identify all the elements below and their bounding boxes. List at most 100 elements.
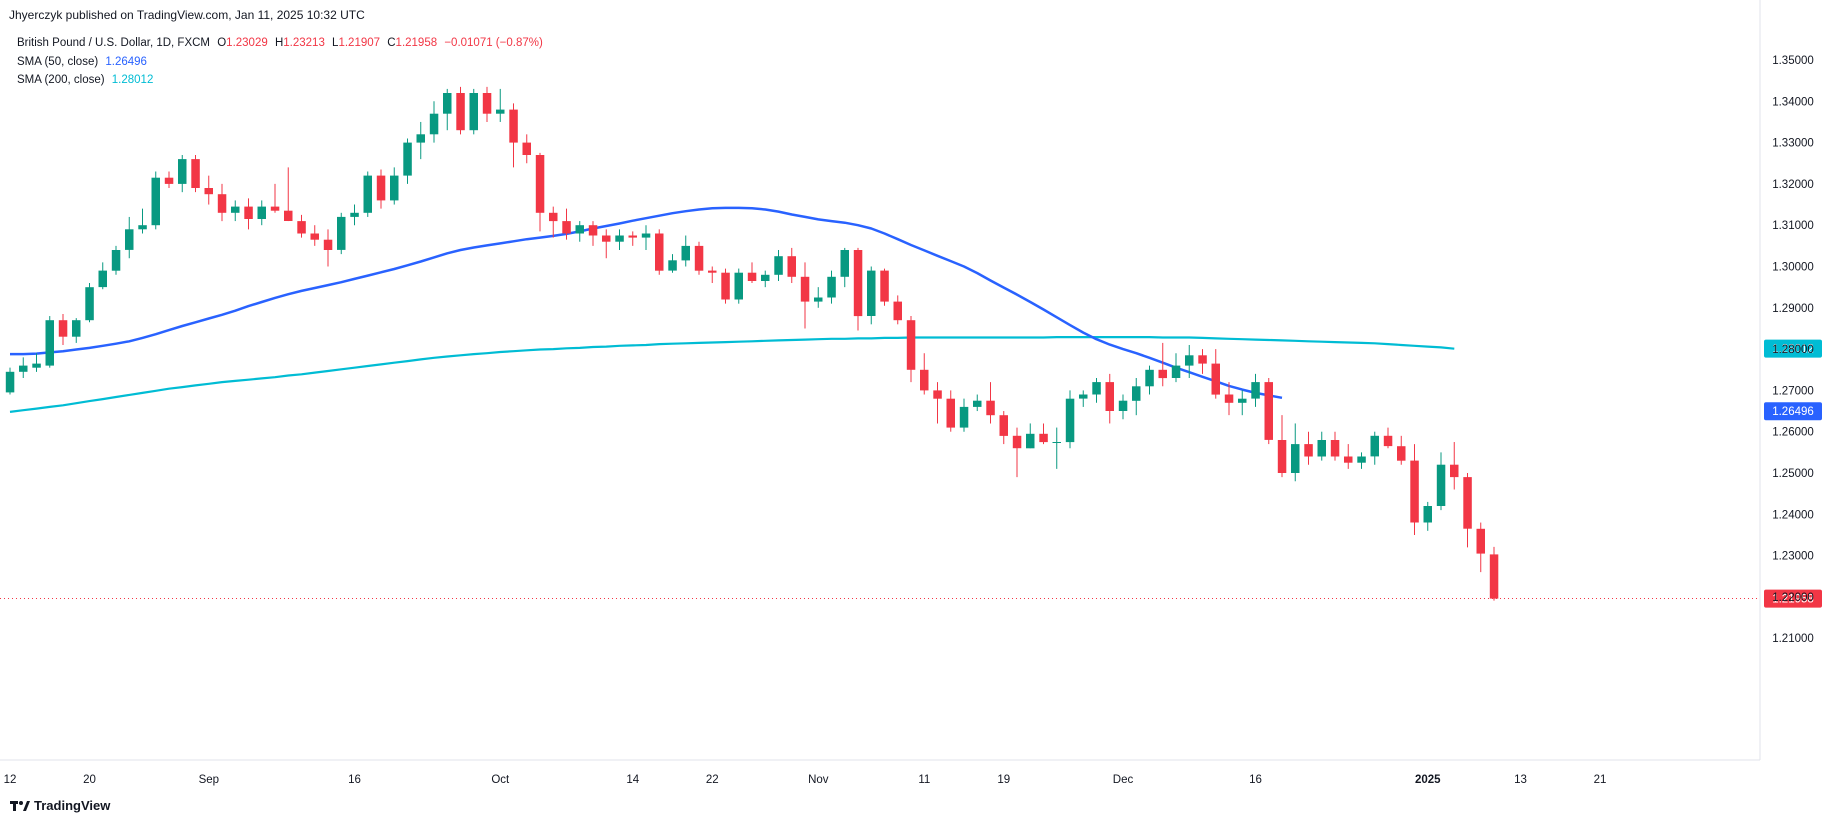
candle-body [5, 371, 15, 393]
candle-body [1185, 355, 1194, 366]
candle-body [1224, 394, 1234, 403]
candle [920, 353, 929, 395]
candle [840, 247, 849, 288]
candle [1476, 522, 1485, 573]
ohlc-open: O1.23029 [217, 37, 268, 49]
candle [1397, 435, 1406, 465]
candle [800, 262, 810, 329]
candle-body [297, 221, 306, 234]
candle-body [1397, 446, 1406, 461]
ohlc-low: L1.21907 [332, 37, 381, 49]
candle [111, 245, 121, 275]
candle-body [270, 206, 280, 211]
last-price-group: 1.28012 1.26496 1.21958 [0, 339, 1822, 608]
candle-body [191, 159, 200, 188]
candle-body [1489, 554, 1499, 599]
candle [297, 214, 306, 238]
candle [1450, 442, 1459, 490]
sma200-line [9, 336, 1455, 413]
sma50-price-tag-text: 1.26496 [1772, 406, 1814, 418]
candle-body [257, 206, 266, 219]
candle-body [1436, 464, 1446, 506]
time-tick-label: 11 [918, 774, 930, 786]
candle-body [1330, 440, 1340, 457]
candle [178, 154, 187, 193]
candle [1105, 373, 1114, 424]
candles-group [5, 86, 1499, 601]
candle [721, 268, 730, 304]
candle [880, 268, 889, 306]
price-tick-label: 1.34000 [1772, 96, 1814, 108]
time-tick-label: 16 [348, 774, 361, 786]
candle [655, 229, 664, 275]
price-tick-label: 1.33000 [1772, 138, 1814, 150]
price-tick-label: 1.24000 [1772, 509, 1814, 521]
candle-body [562, 221, 571, 234]
symbol-title[interactable]: British Pound / U.S. Dollar, 1D, FXCM [17, 37, 211, 49]
candle [1383, 427, 1393, 449]
candle-body [615, 235, 624, 242]
candle [867, 266, 876, 325]
candle-body [32, 363, 41, 368]
sma50-line [10, 206, 1283, 400]
candle [1304, 431, 1313, 465]
candle [323, 229, 333, 267]
time-tick-label: 13 [1514, 774, 1527, 786]
candle-body [350, 212, 359, 217]
candle [363, 171, 372, 217]
candle-body [535, 155, 545, 213]
candle-body [72, 320, 81, 337]
candle [469, 88, 478, 135]
candle-body [204, 188, 213, 195]
time-axis[interactable]: 12 20 Sep 16 Oct 14 22 Nov 11 19 Dec 16 2025 13 21 [4, 774, 1607, 786]
candle-body [1052, 442, 1061, 443]
price-tick-label: 1.23000 [1772, 551, 1814, 563]
ohlc-close: C1.21958 [387, 37, 438, 49]
candle-body [1039, 433, 1048, 443]
candle [482, 86, 492, 122]
candle-body [496, 109, 505, 114]
candle [32, 353, 41, 372]
candle [588, 221, 598, 246]
candle [1344, 444, 1353, 469]
candle [1039, 423, 1048, 445]
candle [535, 152, 545, 232]
time-tick-label: 14 [626, 774, 639, 786]
candle-body [1450, 464, 1459, 478]
candle [284, 167, 293, 222]
sma200-row[interactable]: SMA (200, close) 1.28012 [17, 71, 543, 90]
candle [138, 208, 147, 234]
candle [1463, 473, 1472, 548]
candle-body [217, 194, 227, 213]
candle [5, 367, 15, 395]
candle [761, 270, 770, 288]
sma50-row[interactable]: SMA (50, close) 1.26496 [17, 53, 543, 72]
candle-body [853, 250, 863, 317]
candle-body [469, 93, 478, 131]
candle-body [906, 320, 916, 370]
price-tick-label: 1.27000 [1772, 385, 1814, 397]
candle-body [416, 134, 425, 143]
candle [72, 318, 81, 343]
candle [231, 200, 240, 222]
candle [708, 266, 717, 284]
candle [973, 394, 982, 412]
sma200-value: 1.28012 [111, 74, 154, 86]
candle [1423, 501, 1432, 531]
candle [376, 169, 386, 209]
candle [853, 247, 863, 331]
candle-body [1344, 456, 1353, 463]
candle-body [178, 159, 187, 184]
candle [946, 390, 955, 432]
candle-body [1264, 382, 1273, 440]
candle [429, 101, 439, 143]
candle [959, 398, 969, 432]
candle [337, 212, 346, 255]
candle [615, 229, 624, 250]
candle-body [1132, 386, 1141, 401]
sma200-price-tag-text: 1.28012 [1772, 344, 1814, 356]
price-tick-label: 1.25000 [1772, 468, 1814, 480]
tradingview-footer[interactable]: TradingView [10, 798, 110, 813]
price-axis[interactable]: 1.35000 1.34000 1.33000 1.32000 1.31000 1.300… [1772, 55, 1814, 645]
